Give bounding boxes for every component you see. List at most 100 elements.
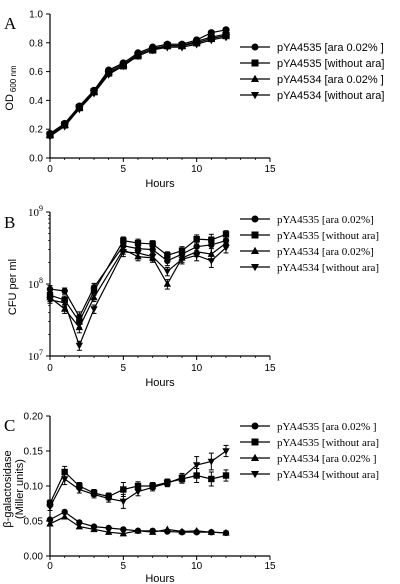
data-point: [192, 462, 201, 469]
x-tick-label: 5: [121, 561, 127, 572]
x-tick-label: 15: [264, 164, 276, 175]
legend-marker: [251, 422, 259, 430]
data-point: [177, 44, 187, 52]
data-point: [148, 484, 157, 492]
y-tick-label: 0.10: [24, 482, 44, 493]
x-tick-label: 0: [47, 363, 53, 374]
x-axis-title: Hours: [145, 573, 175, 584]
legend-marker: [251, 231, 259, 239]
data-point: [163, 480, 172, 488]
legend-marker: [250, 471, 260, 479]
panel-a: A 0 5 10 15 0.0 0.2 0.4 0.6 0.8 1.0 Hours OD 600 nm pY…: [4, 10, 384, 191]
legend-entry: pYA4534 [ara 0.02%]: [240, 246, 374, 258]
series-triangle-down: [46, 242, 230, 351]
series-square: [46, 465, 230, 508]
legend-label: pYA4534 [without ara]: [277, 90, 384, 102]
legend-entry: pYA4535 [ara 0.02% ]: [240, 421, 377, 433]
y-tick-base: 10: [28, 351, 40, 363]
series-line: [49, 33, 227, 136]
y-axis-title-units: (Miller units): [14, 459, 26, 519]
x-tick-label: 5: [121, 164, 127, 175]
data-point: [104, 495, 113, 503]
legend-marker: [250, 74, 260, 82]
legend-marker: [251, 215, 259, 223]
data-point: [222, 231, 230, 238]
legend-entry: pYA4535 [ara 0.02% ]: [240, 42, 384, 54]
panel-letter: C: [4, 416, 15, 435]
y-tick-label: 107: [28, 348, 43, 363]
series-triangle-down: [45, 33, 231, 141]
data-point: [163, 44, 172, 52]
y-tick-label: 0.00: [24, 552, 44, 563]
data-point: [61, 508, 68, 516]
data-point: [90, 287, 98, 295]
data-point: [60, 299, 69, 307]
y-tick-base: 10: [28, 279, 40, 291]
data-point: [119, 529, 128, 537]
data-point: [134, 526, 142, 534]
legend-label: pYA4535 [ara 0.02%]: [277, 214, 374, 226]
x-tick-label: 15: [264, 561, 276, 572]
data-point: [178, 527, 186, 535]
y-tick-exponent: 8: [39, 276, 43, 285]
data-point: [46, 504, 54, 511]
data-point: [89, 90, 99, 98]
data-point: [222, 472, 230, 479]
y-tick-label: 0.2: [29, 125, 43, 136]
panel-letter: B: [4, 213, 15, 232]
legend-label: pYA4534 [ara 0.02% ]: [277, 453, 377, 465]
legend-entry: pYA4534 [ara 0.02% ]: [240, 74, 384, 86]
data-point: [148, 253, 157, 261]
legend-label: pYA4535 [ara 0.02% ]: [277, 42, 384, 54]
series-line: [49, 450, 227, 508]
data-point: [178, 247, 186, 254]
x-tick-label: 10: [191, 561, 203, 572]
legend-marker: [250, 92, 260, 100]
y-tick-label: 0.15: [24, 447, 44, 458]
data-point: [208, 236, 215, 244]
legend-marker: [250, 264, 260, 272]
data-point: [120, 526, 127, 533]
data-point: [192, 41, 201, 49]
data-point: [193, 235, 200, 243]
y-tick-exponent: 9: [39, 204, 43, 213]
data-point: [46, 285, 54, 293]
data-point: [148, 46, 157, 55]
data-point: [134, 239, 142, 247]
y-tick-label: 0.6: [29, 67, 43, 78]
legend-label: pYA4534 [ara 0.02%]: [277, 246, 374, 258]
data-point: [222, 239, 230, 246]
data-point: [134, 250, 142, 257]
data-point: [75, 486, 84, 494]
y-tick-base: 10: [28, 207, 40, 219]
data-point: [75, 342, 84, 350]
data-point: [222, 244, 230, 252]
data-point: [192, 252, 201, 260]
y-tick-label: 0.8: [29, 38, 43, 49]
data-point: [105, 524, 112, 532]
data-point: [119, 498, 128, 506]
legend-marker: [251, 43, 259, 51]
legend-entry: pYA4535 [without ara]: [240, 58, 384, 70]
legend-entry: pYA4534 [without ara]: [240, 90, 384, 102]
data-point: [75, 522, 84, 530]
data-point: [46, 519, 54, 527]
legend-marker: [250, 246, 260, 254]
x-tick-label: 0: [47, 164, 53, 175]
series-square: [46, 230, 230, 328]
data-point: [207, 458, 216, 466]
legend-label: pYA4534 [without ara]: [277, 469, 379, 481]
legend-label: pYA4535 [without ara]: [277, 437, 379, 449]
legend-entry: pYA4534 [without ara]: [240, 469, 379, 481]
x-tick-label: 0: [47, 561, 53, 572]
data-point: [120, 486, 127, 493]
y-axis-title: OD 600 nm: [4, 65, 18, 111]
data-point: [163, 525, 172, 533]
data-point: [61, 287, 68, 295]
y-axis-title-subscript: 600 nm: [9, 65, 18, 92]
data-point: [221, 33, 231, 42]
legend-marker: [251, 59, 259, 67]
legend-label: pYA4535 [ara 0.02% ]: [277, 421, 377, 433]
legend-label: pYA4534 [ara 0.02% ]: [277, 74, 384, 86]
